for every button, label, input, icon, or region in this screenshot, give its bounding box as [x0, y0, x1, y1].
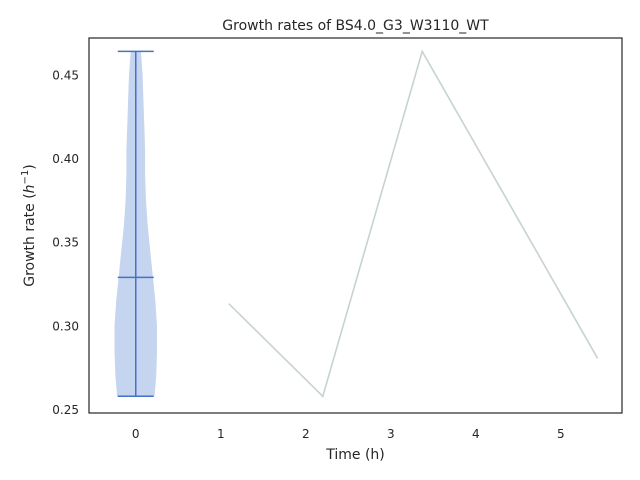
x-tick-label: 3	[387, 427, 395, 441]
series-point	[421, 50, 424, 53]
x-tick-label: 5	[557, 427, 565, 441]
series-point	[596, 356, 599, 359]
series-point	[228, 303, 231, 305]
y-tick-label: 0.25	[52, 403, 79, 417]
violin-plot	[114, 50, 157, 398]
y-axis-label-exp: −1	[20, 170, 31, 185]
x-tick-label: 4	[472, 427, 480, 441]
y-axis-label: Growth rate (h−1)	[20, 164, 38, 287]
series-lines	[228, 49, 599, 398]
chart-title: Growth rates of BS4.0_G3_W3110_WT	[222, 18, 489, 34]
y-axis-label-prefix: Growth rate (	[22, 193, 38, 286]
y-axis-label-suffix: )	[22, 164, 38, 169]
y-tick-label: 0.45	[52, 68, 79, 82]
y-tick-label: 0.40	[52, 152, 79, 166]
x-ticks: 0 1 2 3 4 5	[132, 427, 565, 441]
plot-frame	[88, 37, 623, 414]
x-axis-label: Time (h)	[325, 447, 385, 463]
y-axis-label-var: h	[22, 184, 38, 193]
series-line-0	[228, 49, 598, 398]
x-tick-label: 2	[302, 427, 310, 441]
x-tick-label: 1	[217, 427, 225, 441]
y-tick-label: 0.35	[52, 236, 79, 250]
y-tick-label: 0.30	[52, 319, 79, 333]
x-tick-label: 0	[132, 427, 140, 441]
y-ticks: 0.25 0.30 0.35 0.40 0.45	[52, 68, 79, 417]
series-point	[321, 395, 324, 398]
